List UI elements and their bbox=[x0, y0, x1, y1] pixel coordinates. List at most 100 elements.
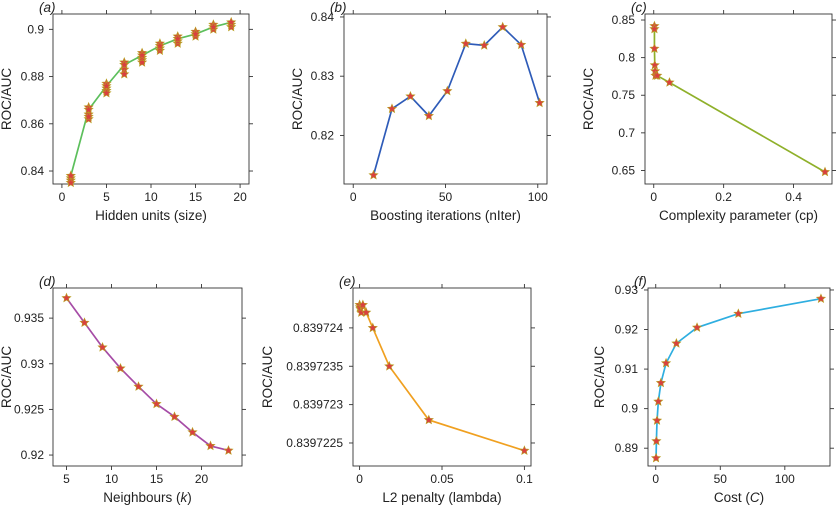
data-point-marker bbox=[423, 110, 434, 121]
plot-frame bbox=[52, 13, 250, 185]
data-point-marker bbox=[819, 166, 831, 177]
data-point-marker bbox=[226, 16, 237, 27]
y-axis-label: ROC/AUC bbox=[260, 346, 275, 409]
y-tick-label: 0.9 bbox=[27, 22, 44, 36]
data-point-marker bbox=[460, 38, 471, 48]
x-axis-label: Boosting iterations (nIter) bbox=[370, 208, 521, 223]
panel-label: (c) bbox=[631, 0, 647, 15]
data-point-marker bbox=[205, 440, 216, 451]
data-point-marker bbox=[660, 357, 672, 368]
data-point-marker bbox=[384, 360, 395, 371]
data-point-marker bbox=[190, 28, 201, 39]
data-point-marker bbox=[367, 322, 378, 333]
data-point-marker bbox=[671, 338, 682, 348]
series-line bbox=[65, 297, 229, 452]
x-tick-label: 15 bbox=[150, 472, 164, 486]
y-tick-label: 0.83 bbox=[311, 69, 335, 83]
chart-panel-f: (f) 0 50 100 0.89 0.9 0.91 0.92 0.93 Cost (C) ROC/… bbox=[592, 274, 834, 505]
x-tick-label: 10 bbox=[105, 472, 119, 486]
data-point-marker bbox=[172, 33, 183, 44]
data-point-marker bbox=[136, 57, 148, 67]
data-point-marker bbox=[65, 170, 76, 181]
y-tick-label: 0.84 bbox=[311, 10, 335, 24]
data-point-marker bbox=[652, 70, 663, 81]
x-axis-label: Cost (C) bbox=[714, 490, 764, 505]
data-point-marker bbox=[223, 445, 234, 455]
data-point-marker bbox=[187, 426, 198, 437]
data-point-marker bbox=[169, 411, 180, 422]
data-point-marker bbox=[101, 80, 112, 91]
y-tick-label: 0.8397235 bbox=[286, 359, 343, 373]
x-axis-label: L2 penalty (lambda) bbox=[382, 490, 501, 505]
plot-frame bbox=[52, 287, 243, 467]
y-axis-label: ROC/AUC bbox=[0, 68, 14, 131]
data-point-marker bbox=[651, 415, 663, 425]
data-point-marker bbox=[423, 414, 434, 425]
plot-frame bbox=[647, 287, 831, 467]
y-axis-label: ROC/AUC bbox=[290, 68, 305, 131]
data-point-marker bbox=[516, 39, 527, 50]
data-point-marker bbox=[361, 307, 372, 317]
data-point-marker bbox=[815, 293, 827, 304]
data-point-marker bbox=[655, 377, 667, 388]
chart-panel-b: (b) 0 50 100 0.82 0.83 0.84 Boosting iterations… bbox=[290, 0, 551, 223]
plot-frame bbox=[644, 13, 833, 185]
data-point-marker bbox=[534, 97, 545, 108]
y-tick-label: 0.9 bbox=[621, 402, 638, 416]
x-tick-label: 0 bbox=[356, 472, 363, 486]
chart-panel-e: (e) 0 0.05 0.1 0.8397225 0.839723 0.8397235 0.8… bbox=[260, 274, 535, 505]
y-tick-label: 0.91 bbox=[615, 362, 639, 376]
y-tick-label: 0.8397225 bbox=[286, 436, 343, 450]
x-tick-label: 50 bbox=[439, 190, 453, 204]
x-tick-label: 100 bbox=[528, 190, 548, 204]
data-point-marker bbox=[650, 452, 662, 463]
x-tick-label: 50 bbox=[714, 472, 728, 486]
series-line bbox=[358, 302, 525, 452]
x-axis-label: Hidden units (size) bbox=[95, 208, 207, 223]
data-point-marker bbox=[65, 177, 76, 188]
y-axis-label: ROC/AUC bbox=[581, 68, 596, 131]
x-tick-label: 20 bbox=[233, 190, 247, 204]
data-point-marker bbox=[405, 90, 416, 101]
y-tick-label: 0.935 bbox=[14, 311, 44, 325]
data-point-marker bbox=[119, 68, 130, 79]
panel-label: (b) bbox=[330, 0, 347, 15]
series-line bbox=[372, 25, 541, 176]
data-point-marker bbox=[101, 87, 112, 98]
data-point-marker bbox=[154, 40, 166, 51]
x-tick-label: 0.4 bbox=[785, 190, 802, 204]
data-point-marker bbox=[151, 398, 162, 409]
data-point-marker bbox=[651, 435, 662, 446]
y-tick-label: 0.65 bbox=[612, 163, 636, 177]
y-tick-label: 0.86 bbox=[21, 117, 45, 131]
chart-panel-c: (c) 0 0.2 0.4 0.65 0.7 0.75 0.8 0.85 Complexity p… bbox=[581, 0, 836, 223]
data-point-marker bbox=[357, 299, 368, 310]
data-point-marker bbox=[61, 292, 72, 303]
x-tick-label: 10 bbox=[144, 190, 158, 204]
x-tick-label: 100 bbox=[775, 472, 795, 486]
y-tick-label: 0.88 bbox=[21, 70, 45, 84]
data-point-marker bbox=[691, 322, 703, 332]
x-tick-label: 0 bbox=[650, 190, 657, 204]
panel-label: (d) bbox=[39, 274, 56, 289]
x-tick-label: 0.05 bbox=[430, 472, 454, 486]
x-tick-label: 0.1 bbox=[516, 472, 533, 486]
x-axis-label: Neighbours (k) bbox=[103, 490, 192, 505]
y-tick-label: 0.93 bbox=[615, 283, 639, 297]
plot-frame bbox=[352, 287, 532, 467]
series-line bbox=[655, 297, 822, 459]
series-line bbox=[653, 26, 826, 173]
x-tick-label: 0 bbox=[350, 190, 357, 204]
x-tick-label: 0 bbox=[59, 190, 66, 204]
y-axis-label: ROC/AUC bbox=[0, 346, 14, 409]
data-point-marker bbox=[386, 103, 398, 114]
y-tick-label: 0.839724 bbox=[293, 321, 343, 335]
y-tick-label: 0.84 bbox=[21, 164, 45, 178]
data-point-marker bbox=[519, 445, 530, 456]
data-point-marker bbox=[368, 169, 379, 180]
data-point-marker bbox=[119, 59, 130, 70]
data-point-marker bbox=[97, 341, 108, 352]
y-tick-label: 0.82 bbox=[311, 128, 335, 142]
data-point-marker bbox=[649, 43, 660, 53]
data-point-marker bbox=[83, 111, 94, 122]
